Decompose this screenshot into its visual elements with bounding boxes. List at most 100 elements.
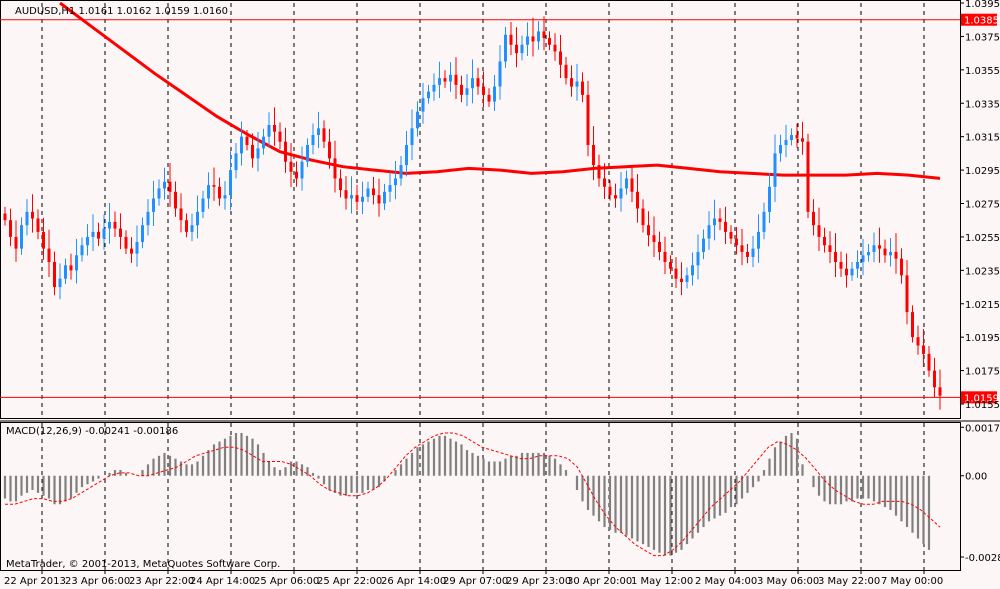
candle-body-100 bbox=[553, 44, 557, 52]
candle-body-144 bbox=[795, 134, 799, 139]
candle-body-42 bbox=[234, 153, 238, 171]
candle-body-139 bbox=[768, 186, 771, 212]
candle-body-122 bbox=[674, 268, 678, 279]
time-label-1: 23 Apr 06:00 bbox=[65, 576, 130, 587]
macd-tick-label-2: -0.00285 bbox=[965, 553, 1000, 564]
candle-body-12 bbox=[69, 265, 73, 271]
time-label-4: 25 Apr 06:00 bbox=[254, 576, 319, 587]
candle-body-97 bbox=[537, 31, 540, 42]
candle-body-46 bbox=[256, 148, 260, 159]
candle-body-90 bbox=[498, 61, 502, 87]
candle-body-149 bbox=[823, 236, 826, 246]
candle-body-162 bbox=[894, 251, 898, 259]
candle-body-13 bbox=[75, 255, 78, 271]
candle-body-52 bbox=[289, 161, 293, 172]
time-label-9: 30 Apr 20:00 bbox=[567, 576, 632, 587]
price-tick-label-0: 1.0395 bbox=[965, 0, 1000, 10]
candle-body-58 bbox=[322, 128, 326, 142]
candle-body-130 bbox=[718, 218, 722, 222]
candle-body-51 bbox=[284, 141, 287, 162]
price-tick-label-2: 1.0355 bbox=[965, 66, 1000, 77]
candle-body-167 bbox=[922, 345, 925, 354]
candle-body-138 bbox=[762, 211, 766, 232]
macd-tick-label-1: 0.00 bbox=[965, 472, 987, 483]
price-tick-label-1: 1.0375 bbox=[965, 32, 1000, 43]
time-label-0: 22 Apr 2013 bbox=[4, 576, 66, 587]
candle-body-99 bbox=[548, 38, 551, 45]
candle-body-37 bbox=[207, 185, 210, 199]
candle-body-21 bbox=[119, 228, 122, 237]
candle-body-39 bbox=[218, 186, 221, 199]
candle-body-119 bbox=[658, 241, 661, 252]
candle-body-126 bbox=[696, 251, 700, 266]
candle-body-143 bbox=[790, 134, 793, 141]
horizontal-levels: 1.0385 1.0159 bbox=[0, 13, 999, 404]
candle-body-60 bbox=[333, 158, 337, 179]
candle-body-20 bbox=[113, 221, 117, 229]
candle-body-62 bbox=[344, 190, 348, 199]
candle-body-115 bbox=[636, 191, 639, 209]
candle-body-67 bbox=[372, 188, 375, 196]
candle-body-57 bbox=[317, 128, 320, 135]
candle-body-55 bbox=[306, 145, 309, 162]
candle-body-53 bbox=[295, 171, 298, 179]
candle-body-49 bbox=[273, 124, 276, 132]
candle-body-54 bbox=[300, 161, 304, 179]
candle-body-92 bbox=[509, 34, 513, 45]
price-tick-label-10: 1.0195 bbox=[965, 333, 1000, 344]
candle-body-34 bbox=[190, 225, 194, 232]
candle-body-87 bbox=[482, 86, 485, 95]
candle-body-65 bbox=[361, 196, 364, 202]
candle-body-107 bbox=[592, 145, 595, 166]
candle-body-160 bbox=[883, 248, 887, 256]
candle-body-19 bbox=[108, 221, 111, 229]
price-axis: 1.0395 1.0375 1.0355 1.0335 1.0315 1.0295 1.02… bbox=[960, 0, 1000, 411]
candle-body-1 bbox=[9, 220, 12, 237]
candle-body-148 bbox=[817, 225, 821, 237]
price-tick-label-3: 1.0335 bbox=[965, 99, 1000, 110]
moving-average-line bbox=[59, 1, 941, 180]
level-tag-0 bbox=[961, 13, 997, 26]
time-label-10: 1 May 12:00 bbox=[631, 576, 693, 587]
candle-body-59 bbox=[328, 141, 331, 159]
candle-body-94 bbox=[520, 44, 524, 54]
candle-body-68 bbox=[377, 195, 381, 204]
candle-body-135 bbox=[746, 251, 749, 257]
price-tick-label-7: 1.0255 bbox=[965, 233, 1000, 244]
candle-body-8 bbox=[47, 248, 51, 262]
candle-body-110 bbox=[608, 186, 612, 196]
candle-body-117 bbox=[647, 225, 650, 236]
candle-body-98 bbox=[542, 31, 546, 39]
candle-body-102 bbox=[564, 64, 568, 79]
candle-body-159 bbox=[878, 245, 881, 249]
candle-body-157 bbox=[867, 251, 870, 256]
macd-pane-frame bbox=[0, 422, 961, 571]
candle-body-32 bbox=[179, 208, 183, 221]
candle-body-161 bbox=[889, 251, 892, 256]
candle-body-38 bbox=[212, 185, 216, 187]
candle-body-79 bbox=[438, 78, 441, 85]
candle-body-22 bbox=[124, 236, 128, 249]
candle-body-43 bbox=[240, 136, 243, 154]
candle-body-145 bbox=[801, 138, 804, 142]
candle-body-4 bbox=[25, 211, 29, 226]
candle-body-104 bbox=[575, 81, 579, 87]
candle-body-0 bbox=[3, 213, 7, 221]
candle-body-123 bbox=[680, 278, 683, 283]
candle-body-111 bbox=[614, 195, 617, 199]
candle-body-6 bbox=[36, 218, 40, 232]
price-tick-label-9: 1.0215 bbox=[965, 300, 1000, 311]
candle-body-141 bbox=[779, 145, 782, 154]
price-tick-label-4: 1.0315 bbox=[965, 133, 1000, 144]
candle-body-14 bbox=[80, 245, 84, 256]
candle-body-137 bbox=[757, 231, 760, 249]
candle-body-114 bbox=[630, 178, 634, 192]
candle-body-113 bbox=[625, 178, 628, 189]
main-pane-frame bbox=[0, 0, 961, 419]
candle-body-16 bbox=[91, 231, 95, 237]
candle-body-10 bbox=[58, 278, 62, 288]
candle-body-75 bbox=[416, 111, 419, 129]
candle-body-118 bbox=[652, 235, 656, 242]
